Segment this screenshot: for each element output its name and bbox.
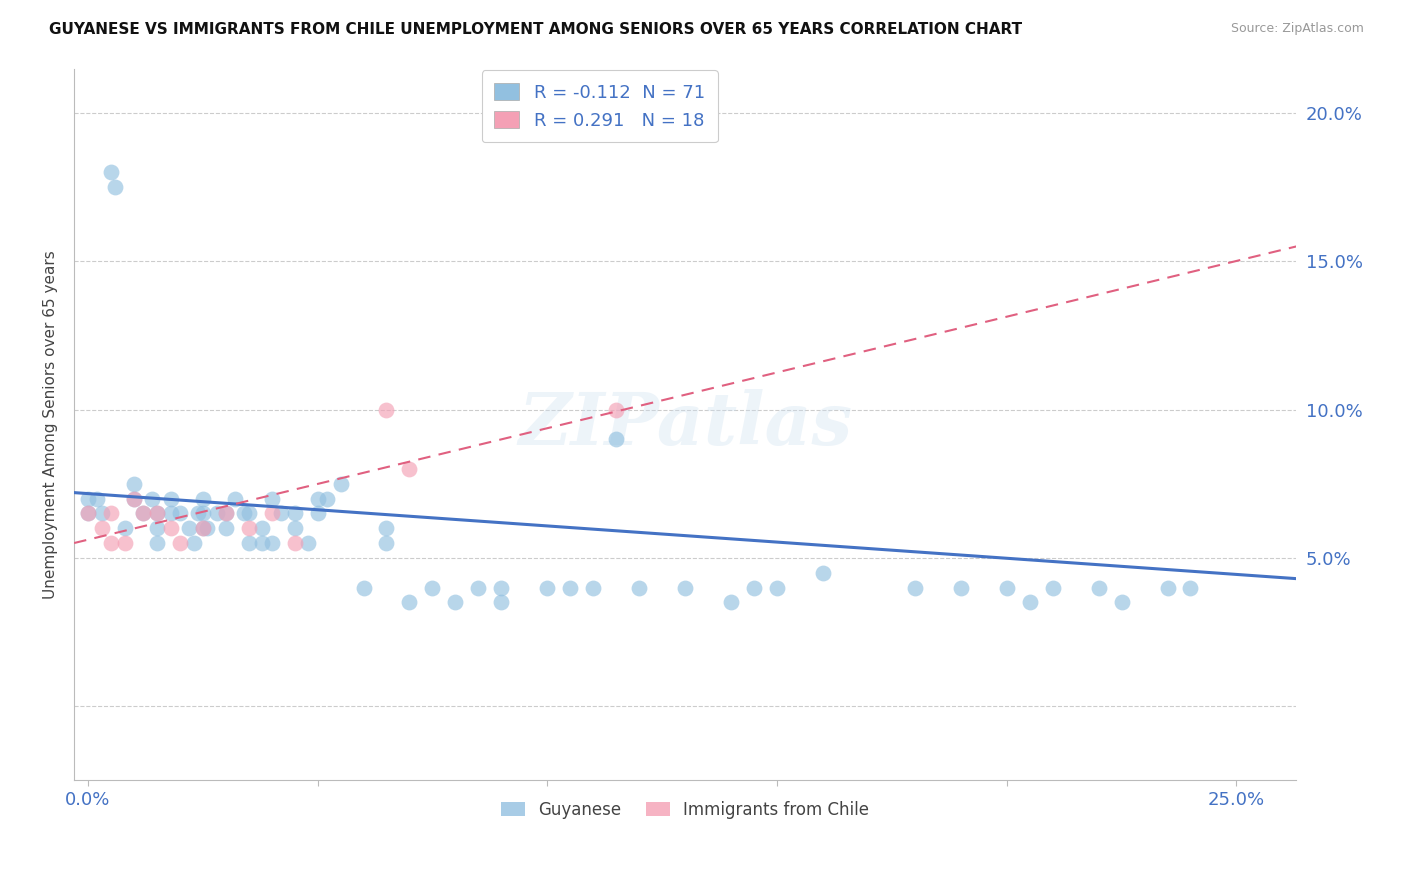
Point xyxy=(86,491,108,506)
Point xyxy=(169,507,191,521)
Point xyxy=(260,536,283,550)
Legend: Guyanese, Immigrants from Chile: Guyanese, Immigrants from Chile xyxy=(495,794,876,825)
Point xyxy=(491,595,513,609)
Point xyxy=(146,507,169,521)
Point xyxy=(284,521,307,535)
Point xyxy=(90,507,112,521)
Point xyxy=(215,521,238,535)
Point xyxy=(122,491,145,506)
Point xyxy=(76,507,98,521)
Point xyxy=(444,595,467,609)
Point xyxy=(146,521,169,535)
Point xyxy=(132,507,155,521)
Point xyxy=(673,581,696,595)
Point xyxy=(191,521,214,535)
Point xyxy=(1111,595,1133,609)
Point xyxy=(628,581,651,595)
Point xyxy=(159,491,181,506)
Point xyxy=(177,521,200,535)
Point xyxy=(307,491,329,506)
Point xyxy=(191,491,214,506)
Point xyxy=(260,491,283,506)
Point xyxy=(995,581,1018,595)
Point xyxy=(375,536,398,550)
Point xyxy=(270,507,292,521)
Point xyxy=(191,521,214,535)
Point xyxy=(252,521,274,535)
Point xyxy=(1018,595,1040,609)
Point xyxy=(560,581,582,595)
Point xyxy=(191,507,214,521)
Point xyxy=(1156,581,1178,595)
Point xyxy=(536,581,558,595)
Point xyxy=(284,536,307,550)
Point xyxy=(260,507,283,521)
Point xyxy=(252,536,274,550)
Point xyxy=(766,581,789,595)
Point xyxy=(76,491,98,506)
Point xyxy=(297,536,319,550)
Point xyxy=(353,581,375,595)
Point xyxy=(467,581,489,595)
Point xyxy=(224,491,246,506)
Point xyxy=(146,536,169,550)
Point xyxy=(159,521,181,535)
Text: ZIPatlas: ZIPatlas xyxy=(517,389,852,460)
Point xyxy=(315,491,337,506)
Point xyxy=(114,536,136,550)
Point xyxy=(1087,581,1109,595)
Point xyxy=(720,595,742,609)
Point xyxy=(233,507,256,521)
Point xyxy=(205,507,228,521)
Point xyxy=(122,491,145,506)
Point xyxy=(104,180,127,194)
Point xyxy=(215,507,238,521)
Point xyxy=(949,581,972,595)
Point xyxy=(398,462,420,476)
Point xyxy=(132,507,155,521)
Point xyxy=(100,536,122,550)
Point xyxy=(582,581,605,595)
Point xyxy=(122,476,145,491)
Point xyxy=(183,536,205,550)
Point xyxy=(100,507,122,521)
Point xyxy=(375,402,398,417)
Point xyxy=(76,507,98,521)
Point xyxy=(375,521,398,535)
Point xyxy=(904,581,927,595)
Text: GUYANESE VS IMMIGRANTS FROM CHILE UNEMPLOYMENT AMONG SENIORS OVER 65 YEARS CORRE: GUYANESE VS IMMIGRANTS FROM CHILE UNEMPL… xyxy=(49,22,1022,37)
Point xyxy=(238,521,260,535)
Point xyxy=(215,507,238,521)
Y-axis label: Unemployment Among Seniors over 65 years: Unemployment Among Seniors over 65 years xyxy=(44,250,58,599)
Point xyxy=(1042,581,1064,595)
Point xyxy=(605,402,627,417)
Point xyxy=(159,507,181,521)
Point xyxy=(491,581,513,595)
Point xyxy=(238,536,260,550)
Text: Source: ZipAtlas.com: Source: ZipAtlas.com xyxy=(1230,22,1364,36)
Point xyxy=(307,507,329,521)
Point xyxy=(146,507,169,521)
Point xyxy=(195,521,218,535)
Point xyxy=(422,581,444,595)
Point xyxy=(90,521,112,535)
Point xyxy=(114,521,136,535)
Point xyxy=(811,566,834,580)
Point xyxy=(238,507,260,521)
Point xyxy=(141,491,163,506)
Point xyxy=(742,581,765,595)
Point xyxy=(1180,581,1202,595)
Point xyxy=(169,536,191,550)
Point xyxy=(100,165,122,179)
Point xyxy=(284,507,307,521)
Point xyxy=(187,507,209,521)
Point xyxy=(605,432,627,446)
Point xyxy=(329,476,352,491)
Point xyxy=(398,595,420,609)
